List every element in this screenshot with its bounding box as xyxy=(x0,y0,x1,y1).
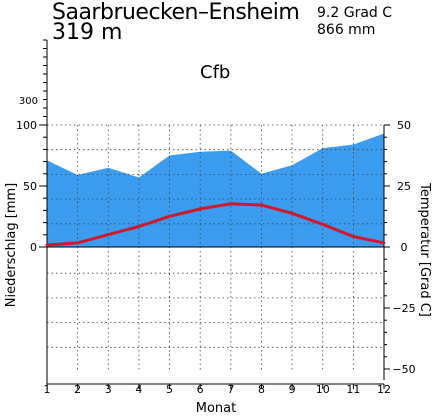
left-tick-label: 100 xyxy=(16,119,37,132)
right-tick-label: −50 xyxy=(392,363,415,376)
right-tick-label: 25 xyxy=(397,180,411,193)
x-tick-label: 2 xyxy=(74,383,81,396)
left-tick-label: 0 xyxy=(30,241,37,254)
x-tick-label: 5 xyxy=(166,383,173,396)
x-tick-label: 9 xyxy=(289,383,296,396)
left-tick-label-300: 300 xyxy=(19,96,38,107)
x-tick-label: 7 xyxy=(227,383,234,396)
left-axis-title: Niederschlag [mm] xyxy=(4,183,19,308)
right-tick-label: 0 xyxy=(401,241,408,254)
x-tick-label: 10 xyxy=(316,383,330,396)
annual-precipitation: 866 mm xyxy=(317,22,376,38)
station-elevation: 319 m xyxy=(52,20,123,45)
x-tick-label: 4 xyxy=(135,383,142,396)
x-axis-title: Monat xyxy=(196,401,236,416)
x-tick-label: 12 xyxy=(377,383,391,396)
right-tick-label: −25 xyxy=(392,302,415,315)
station-name: Saarbruecken–Ensheim xyxy=(52,0,300,25)
x-tick-label: 1 xyxy=(44,383,51,396)
x-tick-label: 8 xyxy=(258,383,265,396)
left-tick-label: 50 xyxy=(23,180,37,193)
temperature-line xyxy=(45,202,386,247)
climate-class: Cfb xyxy=(200,62,231,83)
x-tick-label: 6 xyxy=(197,383,204,396)
precipitation-area xyxy=(47,133,384,247)
right-tick-label: 50 xyxy=(397,119,411,132)
x-tick-label: 3 xyxy=(105,383,112,396)
right-axis-title: Temperatur [Grad C] xyxy=(417,182,432,317)
mean-temperature: 9.2 Grad C xyxy=(317,5,393,21)
x-tick-label: 11 xyxy=(346,383,360,396)
